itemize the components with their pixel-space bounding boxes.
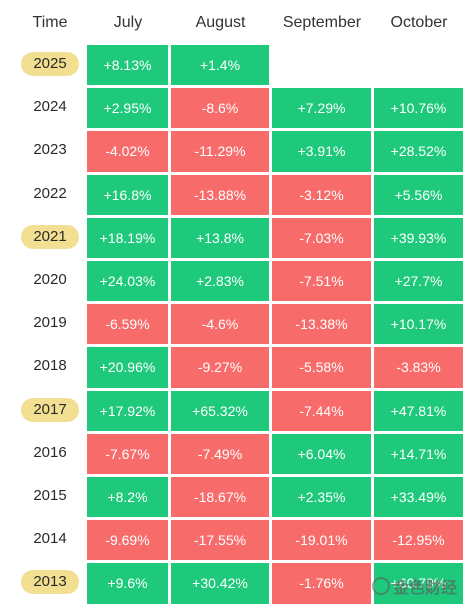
value-cell: +33.49% xyxy=(374,477,463,518)
value-cell: -8.6% xyxy=(171,88,269,129)
value-cell: +14.71% xyxy=(374,433,463,474)
year-cell-2021: 2021 xyxy=(14,217,86,257)
value-cell: +8.13% xyxy=(87,45,168,86)
watermark: 金色财经 xyxy=(371,574,457,598)
value-cell: +20.96% xyxy=(87,347,168,388)
header-october: October xyxy=(390,14,448,31)
year-label: 2024 xyxy=(33,98,67,116)
value-cell: +8.2% xyxy=(87,477,168,518)
value-cell: +3.91% xyxy=(272,131,371,172)
value-cell: -3.83% xyxy=(374,347,463,388)
year-cell-2025: 2025 xyxy=(14,44,86,84)
value-cell: -13.38% xyxy=(272,304,371,345)
watermark-logo-icon xyxy=(371,577,390,595)
value-cell: -4.02% xyxy=(87,131,168,172)
year-label: 2023 xyxy=(33,141,67,159)
value-cell: -9.69% xyxy=(87,520,168,561)
value-cell: -18.67% xyxy=(171,477,269,518)
watermark-text: 金色财经 xyxy=(392,580,457,597)
value-cell: +60.79% xyxy=(374,563,463,604)
header-time: Time xyxy=(32,14,68,31)
value-cell: +7.29% xyxy=(272,88,371,129)
year-cell-2022: 2022 xyxy=(14,174,86,214)
year-label: 2014 xyxy=(33,530,67,548)
value-cell: +10.76% xyxy=(374,88,463,129)
year-cell-2023: 2023 xyxy=(14,130,86,170)
year-cell-2024: 2024 xyxy=(14,87,86,127)
value-cell: -12.95% xyxy=(374,520,463,561)
year-cell-2019: 2019 xyxy=(14,303,86,343)
value-cell: +24.03% xyxy=(87,261,168,302)
value-cell: +16.8% xyxy=(87,174,168,215)
value-cell: +30.42% xyxy=(171,563,269,604)
value-cell: +27.7% xyxy=(374,261,463,302)
value-cell: +13.8% xyxy=(171,217,269,258)
value-cell: -9.27% xyxy=(171,347,269,388)
value-cell: +10.17% xyxy=(374,304,463,345)
value-cell: +2.83% xyxy=(171,261,269,302)
value-cell: -5.58% xyxy=(272,347,371,388)
header-august: August xyxy=(195,14,246,31)
value-cell: +6.04% xyxy=(272,433,371,474)
year-highlight-label: 2025 xyxy=(21,52,79,77)
value-cell: -19.01% xyxy=(272,520,371,561)
value-cell: -7.51% xyxy=(272,261,371,302)
year-label: 2018 xyxy=(33,357,67,375)
value-cell: +2.35% xyxy=(272,477,371,518)
year-cell-2013: 2013 xyxy=(14,562,86,602)
year-label: 2020 xyxy=(33,271,67,288)
value-cell: -11.29% xyxy=(171,131,269,172)
value-cell: +1.4% xyxy=(171,45,269,86)
value-cell: -7.44% xyxy=(272,390,371,431)
value-cell: -4.6% xyxy=(171,304,269,345)
value-cell: -7.03% xyxy=(272,217,371,258)
value-cell: +18.19% xyxy=(87,217,168,258)
value-cell: +5.56% xyxy=(374,174,463,215)
year-highlight-label: 2021 xyxy=(21,224,79,249)
value-cell: -3.12% xyxy=(272,174,371,215)
year-cell-2014: 2014 xyxy=(14,519,86,559)
year-label: 2015 xyxy=(33,487,67,504)
year-label: 2022 xyxy=(33,184,67,202)
value-cell: -13.88% xyxy=(171,174,269,215)
year-label: 2016 xyxy=(33,443,67,461)
year-highlight-label: 2013 xyxy=(21,570,79,595)
value-cell: -7.67% xyxy=(87,433,168,474)
header-july: July xyxy=(113,14,143,31)
value-cell: -7.49% xyxy=(171,433,269,474)
value-cell: +65.32% xyxy=(171,390,269,431)
value-cell: +28.52% xyxy=(374,131,463,172)
header-september: September xyxy=(282,14,362,31)
year-cell-2017: 2017 xyxy=(14,390,86,430)
year-highlight-label: 2017 xyxy=(21,397,79,422)
year-label: 2019 xyxy=(33,314,67,332)
value-cell: -6.59% xyxy=(87,304,168,345)
year-cell-2020: 2020 xyxy=(14,260,86,300)
year-cell-2015: 2015 xyxy=(14,476,86,516)
value-cell: +2.95% xyxy=(87,88,168,129)
value-cell: +39.93% xyxy=(374,217,463,258)
year-cell-2018: 2018 xyxy=(14,346,86,386)
value-cell: -17.55% xyxy=(171,520,269,561)
value-cell: +9.6% xyxy=(87,563,168,604)
value-cell: +47.81% xyxy=(374,390,463,431)
year-cell-2016: 2016 xyxy=(14,433,86,473)
value-cell: -1.76% xyxy=(272,563,371,604)
value-cell: +17.92% xyxy=(87,390,168,431)
